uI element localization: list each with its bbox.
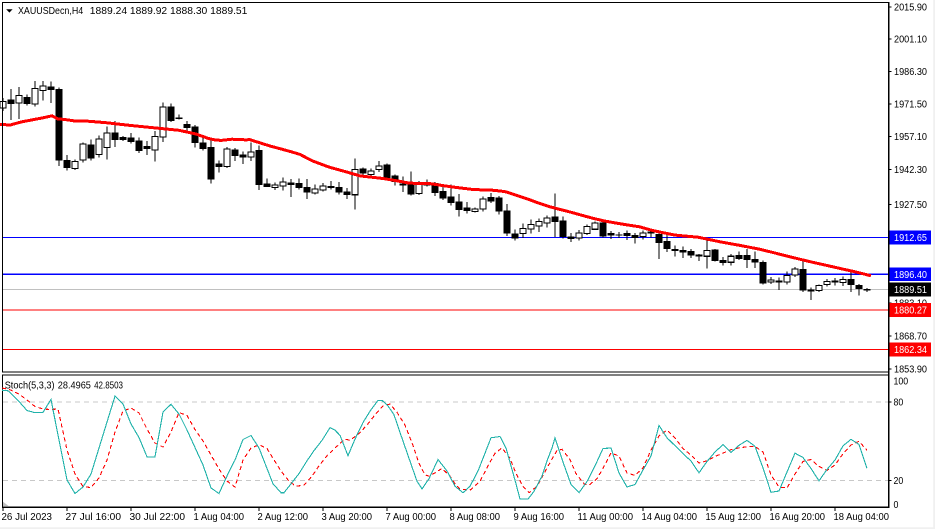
svg-text:0: 0 <box>894 500 899 511</box>
svg-text:14 Aug 04:00: 14 Aug 04:00 <box>642 512 698 523</box>
svg-text:Stoch(5,3,3): Stoch(5,3,3) <box>5 380 55 392</box>
svg-text:11 Aug 00:00: 11 Aug 00:00 <box>578 512 634 523</box>
svg-text:20: 20 <box>894 476 904 487</box>
svg-text:1986.30: 1986.30 <box>894 67 927 78</box>
svg-text:XAUUSDecn,H4: XAUUSDecn,H4 <box>18 5 83 17</box>
svg-text:1868.70: 1868.70 <box>894 331 927 342</box>
svg-text:30 Jul 22:00: 30 Jul 22:00 <box>130 512 186 523</box>
svg-text:15 Aug 12:00: 15 Aug 12:00 <box>706 512 762 523</box>
svg-text:80: 80 <box>894 398 904 409</box>
svg-text:7 Aug 00:00: 7 Aug 00:00 <box>386 512 437 523</box>
svg-text:1971.50: 1971.50 <box>894 100 927 111</box>
svg-text:1853.90: 1853.90 <box>894 365 927 376</box>
svg-text:16 Aug 20:00: 16 Aug 20:00 <box>770 512 826 523</box>
svg-text:1889.51: 1889.51 <box>894 285 927 296</box>
svg-text:100: 100 <box>894 377 909 388</box>
svg-text:9 Aug 16:00: 9 Aug 16:00 <box>514 512 565 523</box>
svg-text:2001.10: 2001.10 <box>894 34 927 45</box>
svg-text:8 Aug 08:00: 8 Aug 08:00 <box>450 512 501 523</box>
svg-text:1 Aug 04:00: 1 Aug 04:00 <box>194 512 245 523</box>
svg-text:1889.24 1889.92 1888.30 1889.5: 1889.24 1889.92 1888.30 1889.51 <box>90 5 248 17</box>
svg-text:3 Aug 20:00: 3 Aug 20:00 <box>322 512 373 523</box>
svg-text:1896.40: 1896.40 <box>894 270 927 281</box>
svg-text:2 Aug 12:00: 2 Aug 12:00 <box>258 512 309 523</box>
svg-text:18 Aug 04:00: 18 Aug 04:00 <box>834 512 890 523</box>
svg-text:1880.27: 1880.27 <box>894 306 927 317</box>
svg-text:1942.30: 1942.30 <box>894 165 927 176</box>
svg-text:42.8503: 42.8503 <box>94 380 123 392</box>
svg-text:1957.10: 1957.10 <box>894 132 927 143</box>
svg-text:27 Jul 16:00: 27 Jul 16:00 <box>66 512 122 523</box>
svg-text:2015.90: 2015.90 <box>894 2 927 13</box>
svg-text:1912.65: 1912.65 <box>894 233 927 244</box>
svg-text:1862.34: 1862.34 <box>894 345 927 356</box>
svg-text:1927.50: 1927.50 <box>894 200 927 211</box>
svg-text:28.4965: 28.4965 <box>58 380 91 392</box>
svg-text:26 Jul 2023: 26 Jul 2023 <box>2 512 53 523</box>
